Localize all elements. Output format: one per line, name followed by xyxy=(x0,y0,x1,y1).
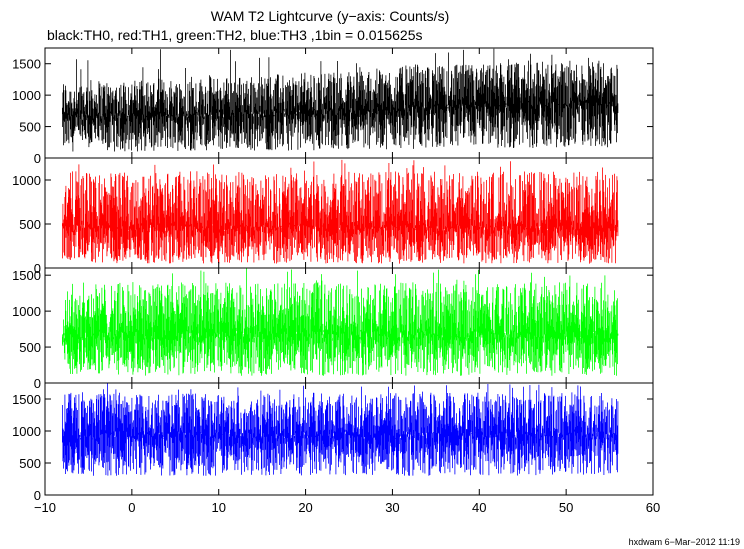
chart-subtitle: black:TH0, red:TH1, green:TH2, blue:TH3 … xyxy=(47,27,422,43)
series-th3-trace xyxy=(62,383,619,476)
series-th0-trace xyxy=(62,48,619,152)
y-tick-label: 1000 xyxy=(12,173,41,188)
y-tick-label: 1000 xyxy=(12,304,41,319)
y-tick-label: 500 xyxy=(19,217,41,232)
y-tick-label: 0 xyxy=(34,261,41,276)
panel-frame xyxy=(44,382,654,496)
x-tick-label: 60 xyxy=(646,500,660,515)
panel-th3: 0 500 1000 1500 xyxy=(12,382,654,503)
y-tick-label: 0 xyxy=(34,151,41,166)
panels: 0500100015000500100005001000150005001000… xyxy=(12,47,654,503)
x-tick-label: 30 xyxy=(385,500,399,515)
y-tick-label: 1500 xyxy=(12,268,41,283)
y-tick-label: 500 xyxy=(19,340,41,355)
y-tick-label: 0 xyxy=(34,376,41,391)
y-tick-label: 0 xyxy=(34,488,41,503)
x-axis: −10 0 10 20 30 40 50 60 xyxy=(34,500,660,515)
footer-stamp: hxdwam 6−Mar−2012 11:19 xyxy=(629,537,740,547)
panel-th0: 0 500 1000 1500 xyxy=(12,47,654,166)
y-tick-label: 1500 xyxy=(12,57,41,72)
y-tick-label: 1000 xyxy=(12,88,41,103)
panel-th2: 0 500 1000 1500 xyxy=(12,267,654,391)
y-tick-label: 1500 xyxy=(12,392,41,407)
x-tick-label: 20 xyxy=(298,500,312,515)
y-tick-label: 500 xyxy=(19,120,41,135)
x-tick-label: 0 xyxy=(128,500,135,515)
x-tick-label: 40 xyxy=(472,500,486,515)
series-th1-trace xyxy=(62,159,619,264)
series-th2-trace xyxy=(62,268,619,376)
y-tick-label: 500 xyxy=(19,456,41,471)
panel-th1: 0 500 1000 xyxy=(12,157,654,276)
x-tick-label: 50 xyxy=(559,500,573,515)
x-tick-label: −10 xyxy=(34,500,56,515)
chart-title: WAM T2 Lightcurve (y−axis: Counts/s) xyxy=(211,8,449,24)
x-tick-label: 10 xyxy=(211,500,225,515)
y-tick-label: 1000 xyxy=(12,424,41,439)
